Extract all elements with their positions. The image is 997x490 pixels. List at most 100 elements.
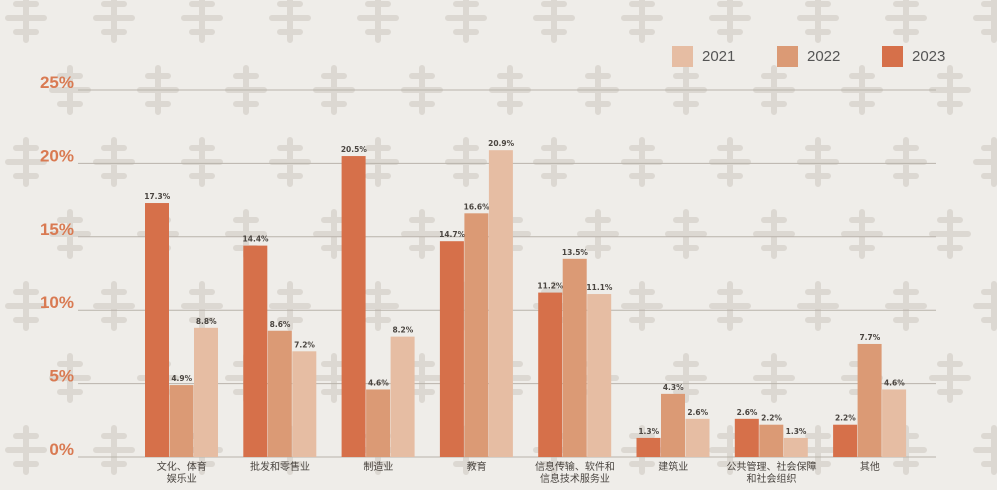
data-label: 13.5% xyxy=(562,248,589,257)
watermark-mark xyxy=(93,425,135,475)
legend-label-2023: 2023 xyxy=(912,48,946,65)
watermark-mark xyxy=(709,137,751,187)
watermark-mark xyxy=(929,209,971,259)
x-tick-label: 制造业 xyxy=(363,460,393,473)
data-label: 2.2% xyxy=(835,414,856,423)
data-label: 20.9% xyxy=(488,139,515,148)
watermark-mark xyxy=(885,0,927,43)
bar-2023 xyxy=(833,424,858,457)
data-label: 16.6% xyxy=(464,202,491,211)
watermark-mark xyxy=(621,281,663,331)
bar-2021 xyxy=(783,437,808,457)
data-label: 17.3% xyxy=(144,192,171,201)
watermark-mark xyxy=(533,137,575,187)
bar-2022 xyxy=(267,330,292,457)
bar-2022 xyxy=(366,389,391,457)
data-label: 1.3% xyxy=(786,427,807,436)
watermark-mark xyxy=(93,0,135,43)
watermark-mark xyxy=(5,425,47,475)
watermark-mark xyxy=(665,353,707,403)
legend-label-2021: 2021 xyxy=(702,48,736,65)
watermark-mark xyxy=(357,137,399,187)
watermark-mark xyxy=(973,281,997,331)
data-label: 4.3% xyxy=(663,383,684,392)
watermark-mark xyxy=(929,353,971,403)
watermark-mark xyxy=(929,65,971,115)
bar-2023 xyxy=(636,437,661,457)
x-tick-label: 文化、体育 xyxy=(157,460,207,473)
watermark-mark xyxy=(401,353,443,403)
bar-2021 xyxy=(587,294,612,457)
watermark-mark xyxy=(973,0,997,43)
watermark-mark xyxy=(5,281,47,331)
x-tick-label: 公共管理、社会保障 xyxy=(727,460,817,473)
watermark-mark xyxy=(93,281,135,331)
legend: 2021 2022 2023 xyxy=(672,46,987,67)
bar-2023 xyxy=(341,156,366,457)
data-label: 2.2% xyxy=(761,414,782,423)
bar-2022 xyxy=(464,213,489,457)
watermark-mark xyxy=(225,209,267,259)
bar-2022 xyxy=(857,343,882,457)
x-tick-label: 建筑业 xyxy=(658,460,688,473)
watermark-mark xyxy=(49,65,91,115)
watermark-mark xyxy=(181,0,223,43)
data-label: 7.2% xyxy=(294,340,315,349)
bar-2022 xyxy=(169,385,194,457)
watermark-mark xyxy=(709,0,751,43)
data-label: 8.2% xyxy=(392,326,413,335)
watermark-mark xyxy=(709,281,751,331)
watermark-mark xyxy=(621,0,663,43)
watermark-mark xyxy=(5,137,47,187)
data-label: 4.6% xyxy=(368,378,389,387)
data-label: 7.7% xyxy=(859,333,880,342)
data-label: 4.9% xyxy=(171,374,192,383)
watermark-mark xyxy=(49,209,91,259)
legend-item-2021: 2021 xyxy=(672,46,777,67)
watermark-mark xyxy=(357,281,399,331)
watermark-mark xyxy=(621,137,663,187)
x-tick-label: 信息技术服务业 xyxy=(540,472,610,485)
watermark-mark xyxy=(49,353,91,403)
data-label: 11.1% xyxy=(586,283,613,292)
bar-2021 xyxy=(390,336,415,457)
watermark-mark xyxy=(753,209,795,259)
bar-2022 xyxy=(759,424,784,457)
bar-2023 xyxy=(439,241,464,457)
x-tick-label: 娱乐业 xyxy=(167,472,197,485)
legend-swatch-2022 xyxy=(777,46,798,67)
x-tick-label: 和社会组织 xyxy=(747,472,797,485)
watermark-mark xyxy=(445,137,487,187)
watermark-mark xyxy=(5,0,47,43)
data-label: 2.6% xyxy=(737,408,758,417)
legend-item-2022: 2022 xyxy=(777,46,882,67)
bar-2021 xyxy=(882,389,907,457)
data-label: 8.6% xyxy=(270,320,291,329)
bar-2021 xyxy=(685,418,710,457)
legend-item-2023: 2023 xyxy=(882,46,987,67)
data-label: 20.5% xyxy=(341,145,368,154)
watermark-mark xyxy=(181,281,223,331)
watermark-mark xyxy=(93,137,135,187)
watermark-mark xyxy=(313,353,355,403)
watermark-mark xyxy=(797,425,839,475)
data-label: 14.7% xyxy=(439,230,466,239)
bar-2023 xyxy=(538,292,563,457)
bar-2021 xyxy=(292,351,317,457)
y-tick-label: 20% xyxy=(40,146,74,165)
watermark-mark xyxy=(269,0,311,43)
watermark-mark xyxy=(577,209,619,259)
data-label: 11.2% xyxy=(537,282,564,291)
legend-swatch-2023 xyxy=(882,46,903,67)
bar-2023 xyxy=(734,418,759,457)
watermark-mark xyxy=(533,0,575,43)
watermark-mark xyxy=(797,0,839,43)
watermark-mark xyxy=(753,353,795,403)
watermark-mark xyxy=(797,137,839,187)
watermark-mark xyxy=(973,137,997,187)
watermark-mark xyxy=(269,137,311,187)
y-tick-label: 0% xyxy=(49,440,74,459)
watermark-mark xyxy=(357,0,399,43)
watermark-mark xyxy=(885,137,927,187)
